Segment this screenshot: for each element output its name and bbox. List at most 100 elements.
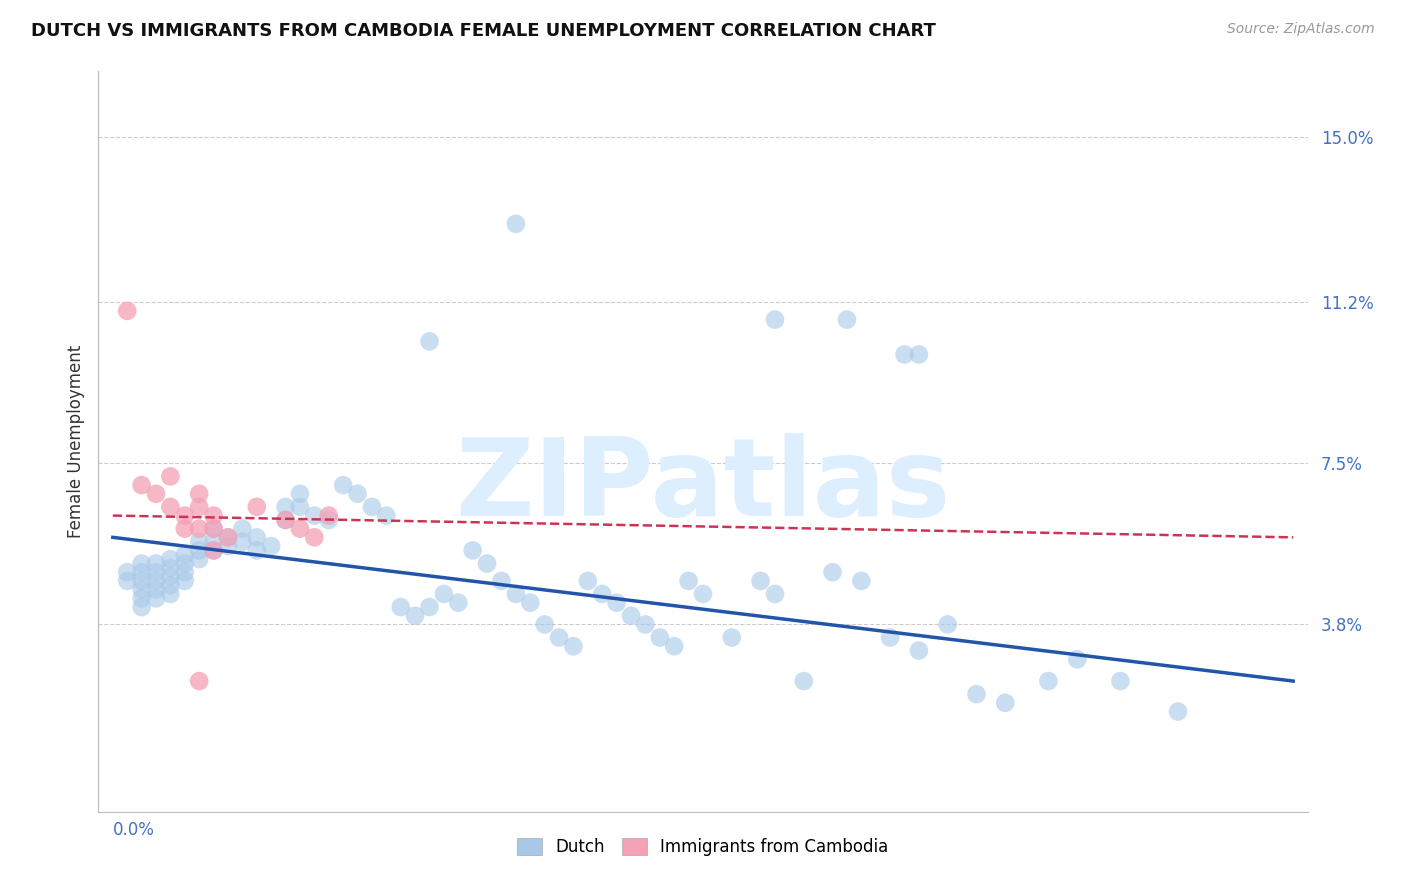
Point: [835, 312, 858, 326]
Point: [720, 631, 742, 645]
Point: [246, 543, 269, 558]
Text: 0.0%: 0.0%: [112, 821, 155, 838]
Point: [173, 557, 195, 571]
Point: [678, 574, 700, 588]
Point: [159, 578, 181, 592]
Point: [246, 500, 269, 514]
Point: [231, 534, 253, 549]
Point: [664, 639, 686, 653]
Point: [375, 508, 398, 523]
Point: [145, 582, 167, 597]
Point: [217, 530, 239, 544]
Point: [217, 530, 239, 544]
Point: [188, 534, 211, 549]
Point: [332, 478, 354, 492]
Point: [188, 552, 211, 566]
Point: [131, 574, 153, 588]
Point: [202, 543, 225, 558]
Point: [145, 591, 167, 606]
Point: [475, 557, 498, 571]
Point: [131, 582, 153, 597]
Point: [304, 530, 326, 544]
Point: [115, 574, 138, 588]
Point: [202, 522, 225, 536]
Point: [994, 696, 1017, 710]
Point: [288, 522, 311, 536]
Point: [231, 522, 253, 536]
Point: [533, 617, 555, 632]
Point: [159, 569, 181, 583]
Point: [159, 552, 181, 566]
Point: [1066, 652, 1088, 666]
Point: [246, 530, 269, 544]
Point: [893, 347, 915, 361]
Point: [447, 596, 470, 610]
Point: [389, 600, 412, 615]
Point: [159, 469, 181, 483]
Point: [749, 574, 772, 588]
Point: [491, 574, 513, 588]
Point: [418, 600, 440, 615]
Point: [202, 508, 225, 523]
Point: [274, 513, 297, 527]
Point: [173, 574, 195, 588]
Point: [173, 565, 195, 579]
Point: [576, 574, 599, 588]
Point: [202, 522, 225, 536]
Text: Source: ZipAtlas.com: Source: ZipAtlas.com: [1227, 22, 1375, 37]
Point: [115, 565, 138, 579]
Text: ZIPatlas: ZIPatlas: [456, 433, 950, 539]
Point: [851, 574, 873, 588]
Point: [821, 565, 844, 579]
Point: [418, 334, 440, 349]
Point: [763, 312, 786, 326]
Point: [591, 587, 613, 601]
Point: [188, 543, 211, 558]
Point: [346, 487, 368, 501]
Point: [404, 608, 426, 623]
Point: [548, 631, 571, 645]
Point: [202, 534, 225, 549]
Point: [159, 587, 181, 601]
Point: [288, 500, 311, 514]
Point: [131, 600, 153, 615]
Point: [188, 487, 211, 501]
Point: [188, 674, 211, 689]
Y-axis label: Female Unemployment: Female Unemployment: [66, 345, 84, 538]
Point: [1167, 705, 1189, 719]
Point: [173, 522, 195, 536]
Point: [519, 596, 541, 610]
Point: [304, 508, 326, 523]
Point: [217, 539, 239, 553]
Point: [1038, 674, 1060, 689]
Point: [1109, 674, 1132, 689]
Point: [620, 608, 643, 623]
Point: [936, 617, 959, 632]
Point: [361, 500, 384, 514]
Point: [793, 674, 815, 689]
Point: [173, 508, 195, 523]
Point: [433, 587, 456, 601]
Point: [461, 543, 484, 558]
Point: [145, 574, 167, 588]
Point: [131, 478, 153, 492]
Point: [692, 587, 714, 601]
Point: [505, 587, 527, 601]
Point: [115, 304, 138, 318]
Point: [145, 487, 167, 501]
Legend: Dutch, Immigrants from Cambodia: Dutch, Immigrants from Cambodia: [510, 831, 896, 863]
Point: [260, 539, 283, 553]
Point: [562, 639, 585, 653]
Point: [173, 548, 195, 562]
Point: [145, 557, 167, 571]
Point: [188, 522, 211, 536]
Point: [505, 217, 527, 231]
Point: [274, 500, 297, 514]
Point: [318, 513, 340, 527]
Point: [908, 347, 931, 361]
Point: [634, 617, 657, 632]
Point: [202, 543, 225, 558]
Point: [606, 596, 628, 610]
Point: [966, 687, 988, 701]
Point: [288, 487, 311, 501]
